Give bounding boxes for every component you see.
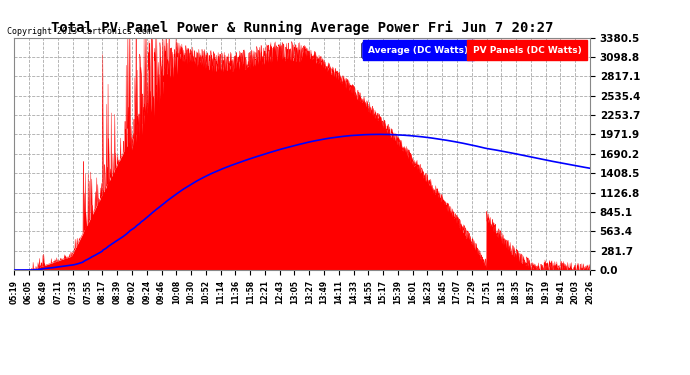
- Legend: Average (DC Watts), PV Panels (DC Watts): Average (DC Watts), PV Panels (DC Watts): [361, 42, 585, 58]
- Title: Total PV Panel Power & Running Average Power Fri Jun 7 20:27: Total PV Panel Power & Running Average P…: [50, 21, 553, 35]
- Text: Copyright 2013 Cartronics.com: Copyright 2013 Cartronics.com: [7, 27, 152, 36]
